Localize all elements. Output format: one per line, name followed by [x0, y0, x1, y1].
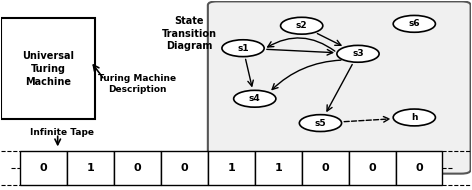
FancyBboxPatch shape [1, 18, 95, 119]
FancyBboxPatch shape [349, 151, 396, 185]
Circle shape [280, 17, 323, 34]
Text: 1: 1 [87, 163, 94, 173]
Text: s6: s6 [408, 19, 420, 28]
FancyBboxPatch shape [208, 1, 471, 174]
Text: Infinite Tape: Infinite Tape [30, 128, 94, 137]
Text: 0: 0 [134, 163, 141, 173]
Text: s4: s4 [249, 94, 261, 103]
FancyBboxPatch shape [67, 151, 114, 185]
Text: 0: 0 [415, 163, 423, 173]
Text: s2: s2 [296, 21, 307, 30]
Text: Universal
Turing
Machine: Universal Turing Machine [22, 51, 74, 87]
Text: s5: s5 [315, 119, 326, 127]
Text: h: h [411, 113, 418, 122]
Circle shape [393, 109, 435, 126]
FancyBboxPatch shape [208, 151, 255, 185]
Text: 0: 0 [321, 163, 329, 173]
Text: 0: 0 [368, 163, 376, 173]
Circle shape [337, 45, 379, 62]
Text: 1: 1 [274, 163, 282, 173]
Circle shape [222, 40, 264, 57]
Circle shape [234, 90, 276, 107]
Circle shape [299, 115, 342, 131]
FancyBboxPatch shape [396, 151, 442, 185]
FancyBboxPatch shape [20, 151, 67, 185]
Text: 0: 0 [40, 163, 47, 173]
Text: Turing Machine
Description: Turing Machine Description [98, 74, 177, 94]
Text: s3: s3 [352, 49, 364, 58]
Text: State
Transition
Diagram: State Transition Diagram [161, 16, 217, 51]
FancyBboxPatch shape [255, 151, 302, 185]
Text: 0: 0 [181, 163, 188, 173]
Text: s1: s1 [237, 44, 249, 53]
Circle shape [393, 15, 435, 32]
FancyBboxPatch shape [161, 151, 208, 185]
Text: 1: 1 [228, 163, 235, 173]
FancyBboxPatch shape [114, 151, 161, 185]
FancyBboxPatch shape [302, 151, 349, 185]
